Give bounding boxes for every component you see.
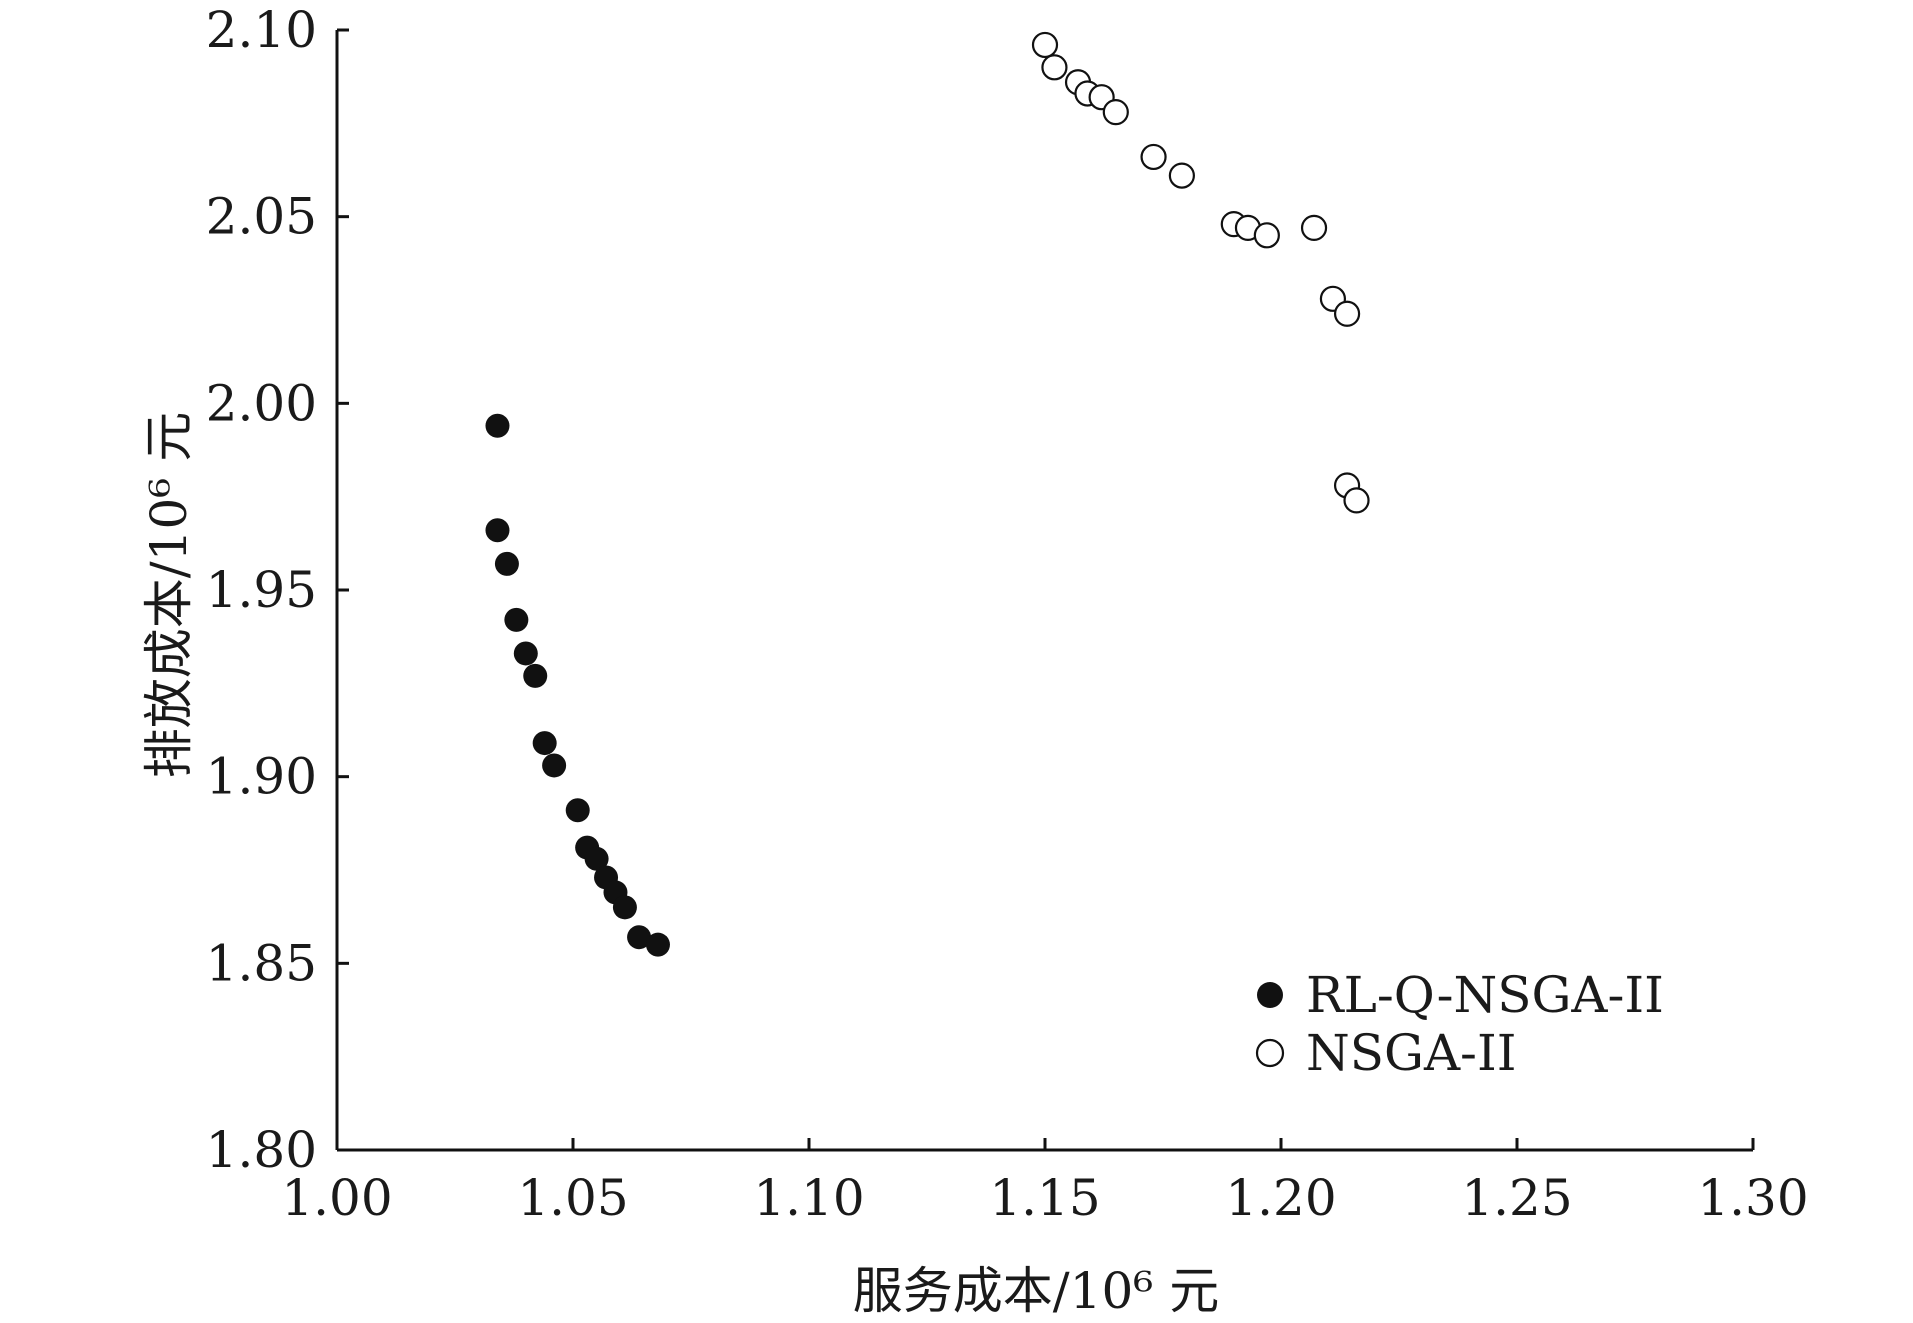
data-point <box>584 846 609 871</box>
x-tick-label: 1.25 <box>1461 1169 1572 1227</box>
y-tick-label: 2.05 <box>206 188 317 246</box>
y-tick-label: 1.85 <box>206 934 317 992</box>
y-tick-label: 1.95 <box>206 561 317 619</box>
data-point <box>513 641 538 666</box>
series-nsga-ii <box>1031 31 1370 514</box>
data-point <box>532 731 557 756</box>
data-point <box>1300 214 1328 241</box>
x-tick-label: 1.15 <box>989 1169 1100 1227</box>
x-axis-title: 服务成本/10⁶ 元 <box>853 1262 1219 1320</box>
y-tick-label: 1.90 <box>206 748 317 806</box>
data-point <box>565 798 590 823</box>
data-point <box>1102 99 1129 126</box>
y-tick-label: 1.80 <box>206 1121 317 1179</box>
legend-label: NSGA-II <box>1306 1024 1516 1082</box>
x-tick-label: 1.30 <box>1697 1169 1808 1227</box>
x-tick-label: 1.05 <box>517 1169 628 1227</box>
data-point <box>1140 143 1167 171</box>
data-point <box>523 663 548 688</box>
legend-label: RL-Q-NSGA-II <box>1306 966 1664 1024</box>
data-point <box>1031 31 1059 59</box>
legend-item-rl-q-nsga-ii: RL-Q-NSGA-II <box>1257 966 1664 1024</box>
y-tick-label: 2.00 <box>206 374 317 432</box>
data-point <box>494 551 519 576</box>
x-tick-label: 1.10 <box>753 1169 864 1227</box>
data-point <box>542 753 567 778</box>
x-tick-label: 1.20 <box>1225 1169 1336 1227</box>
data-point <box>627 925 652 950</box>
series-rl-q-nsga-ii <box>485 413 670 957</box>
legend: RL-Q-NSGA-II NSGA-II <box>1255 966 1664 1082</box>
data-point <box>1343 487 1370 514</box>
legend-item-nsga-ii: NSGA-II <box>1255 1024 1516 1082</box>
data-point <box>504 607 529 632</box>
data-point <box>1333 300 1361 327</box>
data-point <box>645 932 670 957</box>
y-tick-label: 2.10 <box>206 1 317 59</box>
data-points <box>485 31 1370 957</box>
data-point <box>1253 222 1280 249</box>
data-point <box>1041 54 1068 81</box>
x-tick-label: 1.00 <box>281 1169 392 1227</box>
data-point <box>485 518 510 543</box>
legend-marker-open-icon <box>1255 1038 1285 1068</box>
data-point <box>1168 162 1195 189</box>
data-point <box>612 895 637 920</box>
data-point <box>485 413 510 438</box>
legend-marker-filled-icon <box>1257 982 1283 1008</box>
y-axis-ticks: 1.80 1.85 1.90 1.95 2.00 2.05 2.10 <box>206 1 349 1179</box>
x-axis-ticks: 1.00 1.05 1.10 1.15 1.20 1.25 1.30 <box>281 1138 1809 1227</box>
y-axis-title: 排放成本/10⁶ 元 <box>140 412 198 778</box>
